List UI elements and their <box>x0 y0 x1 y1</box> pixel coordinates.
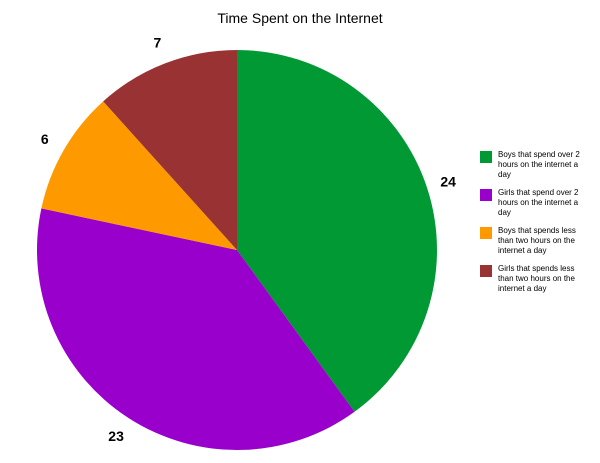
legend-item-2: Boys that spends less than two hours on … <box>480 226 590 256</box>
slice-value-label-0: 24 <box>440 173 456 189</box>
legend-label: Girls that spend over 2 hours on the int… <box>498 188 579 217</box>
pie-slice-1 <box>37 208 355 450</box>
legend-item-0: Boys that spend over 2 hours on the inte… <box>480 150 590 180</box>
slice-value-label-2: 6 <box>41 131 49 147</box>
slice-value-label-3: 7 <box>154 35 162 51</box>
legend-item-3: Girls that spends less than two hours on… <box>480 264 590 294</box>
pie-slice-2 <box>41 101 237 250</box>
slice-value-label-1: 23 <box>108 428 124 444</box>
legend-swatch <box>480 189 492 201</box>
legend-label: Boys that spend over 2 hours on the inte… <box>498 150 580 179</box>
legend-item-1: Girls that spend over 2 hours on the int… <box>480 188 590 218</box>
pie-slice-0 <box>237 50 437 412</box>
legend-label: Boys that spends less than two hours on … <box>498 226 576 255</box>
legend-swatch <box>480 227 492 239</box>
chart-title: Time Spent on the Internet <box>217 10 383 26</box>
legend-swatch <box>480 151 492 163</box>
pie-slice-3 <box>103 50 237 250</box>
legend: Boys that spend over 2 hours on the inte… <box>480 150 590 302</box>
legend-swatch <box>480 265 492 277</box>
legend-label: Girls that spends less than two hours on… <box>498 264 575 293</box>
